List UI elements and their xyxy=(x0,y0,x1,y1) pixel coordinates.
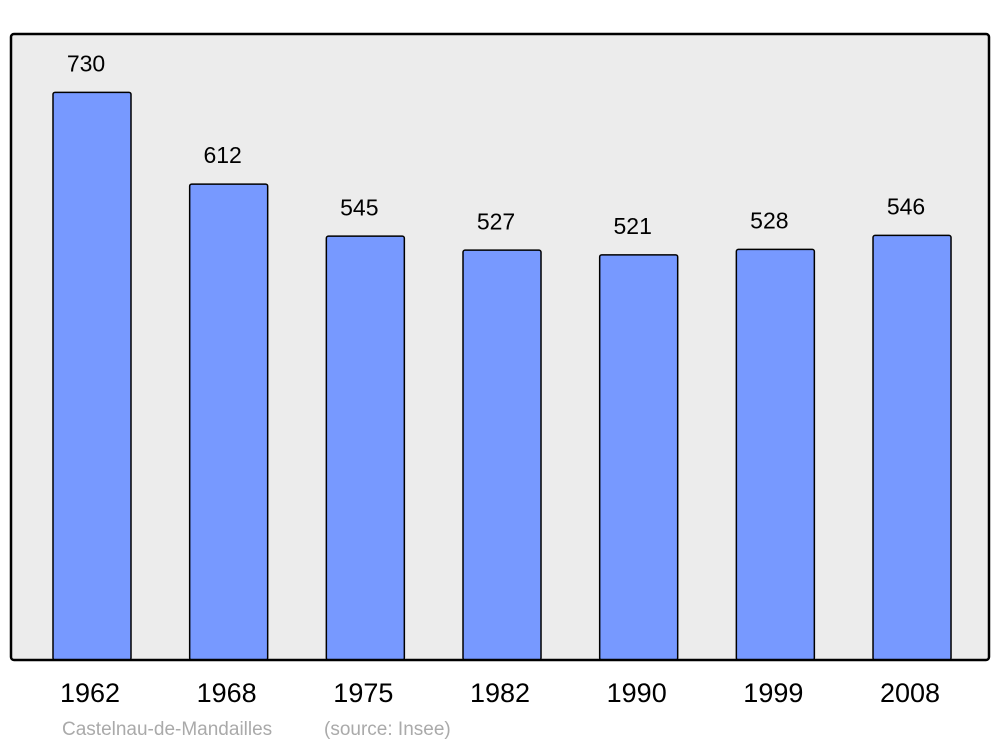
bar xyxy=(462,249,542,661)
bars xyxy=(52,91,952,661)
bar xyxy=(735,248,816,661)
value-label: 612 xyxy=(203,142,241,168)
x-tick-label: 2008 xyxy=(880,678,940,708)
x-tick-label: 1990 xyxy=(607,678,667,708)
bar xyxy=(598,254,679,661)
value-label: 528 xyxy=(750,207,788,233)
value-label: 527 xyxy=(477,208,515,234)
value-label: 546 xyxy=(887,193,925,219)
value-label: 521 xyxy=(613,213,651,239)
value-label: 730 xyxy=(67,50,105,76)
plot-border xyxy=(9,32,991,662)
value-label: 545 xyxy=(340,194,378,220)
x-tick-label: 1968 xyxy=(197,678,257,708)
x-tick-label: 1999 xyxy=(743,678,803,708)
x-tick-label: 1975 xyxy=(333,678,393,708)
bar xyxy=(325,235,406,661)
bar xyxy=(872,234,952,661)
x-tick-label: 1962 xyxy=(60,678,120,708)
source: (source: Insee) xyxy=(324,719,451,740)
bar xyxy=(52,91,132,661)
caption: Castelnau-de-Mandailles xyxy=(62,719,272,740)
x-tick-label: 1982 xyxy=(470,678,530,708)
bar xyxy=(188,183,269,661)
